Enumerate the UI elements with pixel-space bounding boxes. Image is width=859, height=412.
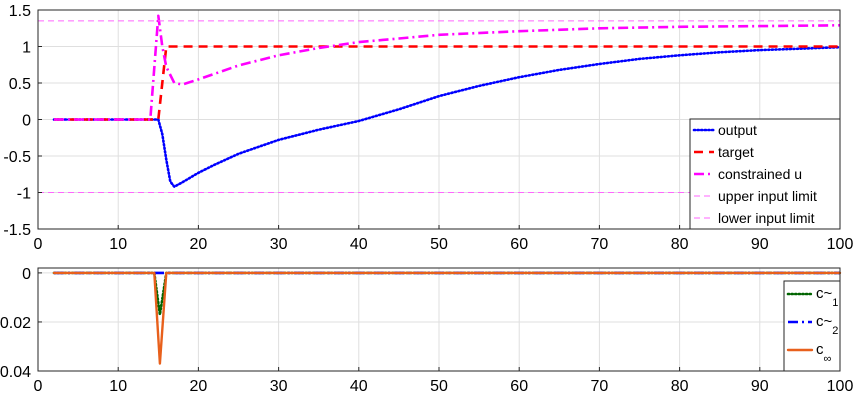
x-tick-label: 90 [751, 378, 769, 395]
x-tick-label: 10 [109, 236, 127, 253]
legend: output target constrained u upper input lim… [689, 118, 841, 230]
x-tick-label: 40 [350, 236, 368, 253]
x-tick-label: 50 [430, 378, 448, 395]
x-tick-label: 70 [591, 236, 609, 253]
series-line-output [52, 45, 842, 188]
y-tick-label: 0 [22, 113, 31, 130]
legend-label: output [718, 122, 757, 138]
x-tick-label: 60 [510, 378, 528, 395]
legend-box [689, 118, 841, 230]
x-tick-label: 0 [34, 236, 43, 253]
y-tick-label: 0.5 [9, 76, 31, 93]
ticks: 0 10 20 30 40 50 60 70 80 90 100 -1.5 -1 -0.5 0 0.5 1 1.5 [3, 3, 853, 253]
bottom-plot: 0 10 20 30 40 50 60 70 80 90 100 0.04 0.02 0 c~1 c~2 c∞ [0, 266, 853, 395]
x-tick-label: 10 [109, 378, 127, 395]
legend-label: constrained u [718, 166, 802, 182]
series-line-c- [52, 271, 842, 365]
ticks: 0 10 20 30 40 50 60 70 80 90 100 0.04 0.02 0 [0, 266, 853, 395]
x-tick-label: 100 [827, 378, 854, 395]
legend-label: c~1 [816, 285, 838, 309]
y-tick-label: 0.02 [0, 315, 31, 332]
x-tick-label: 20 [190, 378, 208, 395]
legend-label: target [718, 144, 754, 160]
y-tick-label: 1 [22, 40, 31, 57]
x-tick-label: 20 [190, 236, 208, 253]
x-tick-label: 50 [430, 236, 448, 253]
legend-label: upper input limit [718, 188, 817, 204]
x-tick-label: 30 [270, 236, 288, 253]
series-line-constrained-u [54, 14, 841, 121]
x-tick-label: 70 [591, 378, 609, 395]
series-line-target [54, 45, 840, 121]
legend-label: lower input limit [718, 210, 815, 226]
legend-label: c∞ [816, 341, 831, 365]
y-tick-label: -1.5 [3, 222, 31, 239]
series-group [38, 14, 842, 193]
y-tick-label: 1.5 [9, 3, 31, 20]
legend-label: c~2 [816, 313, 838, 337]
series-group [52, 271, 842, 365]
x-tick-label: 30 [270, 378, 288, 395]
x-tick-label: 100 [827, 236, 854, 253]
x-tick-label: 90 [751, 236, 769, 253]
x-tick-label: 80 [671, 236, 689, 253]
x-tick-label: 0 [34, 378, 43, 395]
y-tick-label: 0.04 [0, 364, 31, 381]
top-plot: 0 10 20 30 40 50 60 70 80 90 100 -1.5 -1 -0.5 0 0.5 1 1.5… [3, 3, 853, 253]
x-tick-label: 40 [350, 378, 368, 395]
x-tick-label: 60 [510, 236, 528, 253]
legend-box [783, 280, 841, 372]
y-tick-label: 0 [22, 266, 31, 283]
legend: c~1 c~2 c∞ [783, 280, 841, 372]
y-tick-label: -0.5 [3, 149, 31, 166]
x-tick-label: 80 [671, 378, 689, 395]
y-tick-label: -1 [17, 186, 31, 203]
